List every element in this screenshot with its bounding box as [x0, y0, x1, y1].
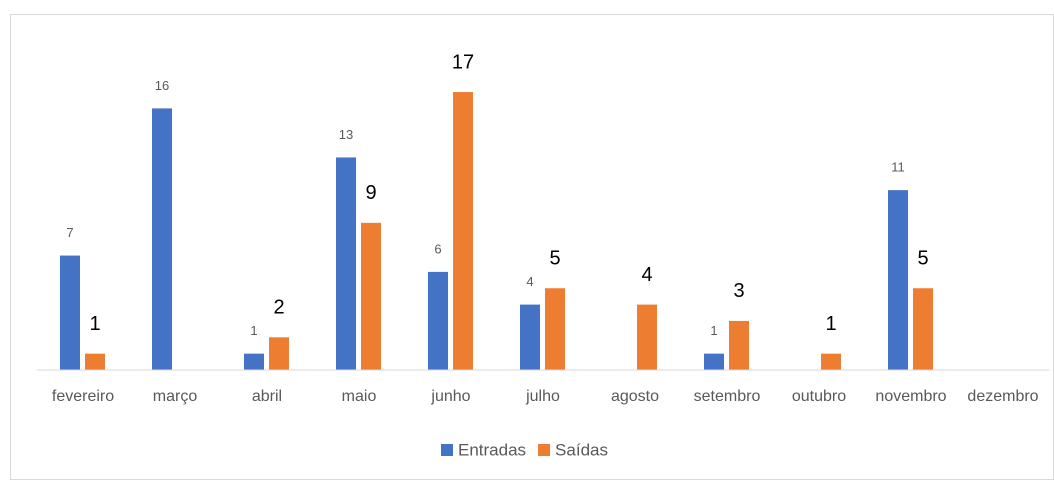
data-label: 1 — [250, 323, 257, 338]
data-label: 4 — [641, 264, 652, 286]
data-label: 1 — [89, 313, 100, 335]
bar — [336, 157, 356, 370]
data-label: 5 — [917, 248, 928, 270]
bar — [545, 288, 565, 370]
legend-label: Entradas — [458, 440, 526, 459]
data-label: 16 — [155, 78, 169, 93]
x-tick-label: agosto — [611, 388, 659, 405]
bar — [244, 353, 264, 370]
legend-swatch — [538, 444, 551, 456]
x-tick-label: dezembro — [967, 388, 1038, 405]
x-tick-label: junho — [430, 388, 470, 405]
bar — [361, 222, 381, 370]
data-label: 11 — [891, 160, 905, 175]
x-tick-label: maio — [342, 388, 377, 405]
x-tick-label: julho — [525, 388, 560, 405]
bar — [704, 353, 724, 370]
x-tick-label: fevereiro — [52, 388, 114, 405]
x-tick-label: abril — [252, 388, 282, 405]
data-label: 1 — [710, 323, 717, 338]
bar — [269, 337, 289, 370]
x-tick-label: março — [153, 388, 198, 405]
data-label: 17 — [452, 51, 474, 73]
data-label: 9 — [365, 182, 376, 204]
x-tick-label: setembro — [694, 388, 761, 405]
bar — [913, 288, 933, 370]
data-label: 4 — [526, 274, 533, 289]
bar — [453, 92, 473, 371]
bar — [637, 304, 657, 370]
data-label: 13 — [339, 127, 353, 142]
legend-label: Saídas — [555, 440, 608, 459]
bar — [821, 353, 841, 370]
chart-frame — [10, 14, 1054, 480]
data-label: 7 — [66, 225, 73, 240]
bar — [729, 320, 749, 370]
x-tick-label: novembro — [875, 388, 946, 405]
legend-swatch — [441, 444, 453, 456]
x-tick-label: outubro — [792, 388, 846, 405]
data-label: 3 — [733, 280, 744, 302]
data-label: 1 — [825, 313, 836, 335]
data-label: 5 — [549, 248, 560, 270]
bar — [152, 108, 172, 371]
bar — [888, 190, 908, 370]
bar — [60, 255, 80, 370]
bar — [428, 271, 448, 370]
data-label: 2 — [273, 297, 284, 319]
bar — [85, 353, 105, 370]
bar — [520, 304, 540, 370]
data-label: 6 — [434, 241, 441, 256]
